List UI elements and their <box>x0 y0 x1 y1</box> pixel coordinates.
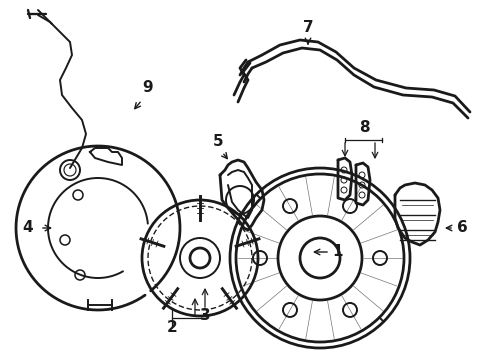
Text: 2: 2 <box>166 320 177 336</box>
Text: 8: 8 <box>358 121 368 135</box>
Text: 7: 7 <box>302 21 313 36</box>
Text: 9: 9 <box>142 81 153 95</box>
Text: 1: 1 <box>332 244 343 260</box>
Text: 6: 6 <box>456 220 467 235</box>
Text: 5: 5 <box>212 135 223 149</box>
Text: 3: 3 <box>199 307 210 323</box>
Text: 4: 4 <box>22 220 33 235</box>
